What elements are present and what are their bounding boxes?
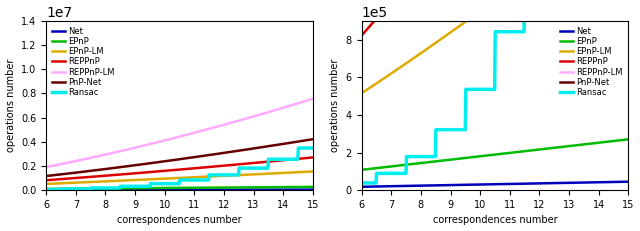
REPPnP-LM xyxy=(309,97,317,100)
PnP-Net xyxy=(261,145,269,148)
EPnP-LM xyxy=(169,177,177,180)
Net xyxy=(618,180,626,183)
Ransac xyxy=(358,182,365,184)
EPnP-LM xyxy=(261,173,269,175)
Net xyxy=(169,188,177,191)
PnP-Net xyxy=(303,139,310,142)
REPPnP xyxy=(42,179,50,182)
Ransac xyxy=(294,147,302,149)
REPPnP-LM xyxy=(261,112,269,115)
PnP-Net xyxy=(42,175,50,177)
REPPnP-LM xyxy=(201,129,209,131)
EPnP xyxy=(625,138,632,141)
Net xyxy=(187,188,195,191)
Net xyxy=(516,182,524,185)
Ransac xyxy=(486,88,493,91)
Net xyxy=(171,188,179,191)
EPnP xyxy=(577,143,584,146)
Net xyxy=(261,188,269,191)
Ransac xyxy=(261,167,269,170)
Y-axis label: operations number: operations number xyxy=(330,59,340,152)
EPnP-LM xyxy=(187,176,195,179)
REPPnP-LM xyxy=(303,99,310,102)
Net xyxy=(303,188,310,191)
Line: REPPnP: REPPnP xyxy=(362,0,628,36)
EPnP xyxy=(261,186,269,189)
EPnP xyxy=(309,185,317,188)
EPnP-LM xyxy=(484,4,492,7)
EPnP-LM xyxy=(303,170,310,173)
Net xyxy=(486,183,493,186)
EPnP-LM xyxy=(201,175,209,178)
EPnP-LM xyxy=(486,3,493,6)
EPnP xyxy=(618,139,626,141)
REPPnP xyxy=(303,157,310,159)
REPPnP xyxy=(169,169,177,172)
EPnP-LM xyxy=(171,177,179,179)
Y-axis label: operations number: operations number xyxy=(6,59,15,152)
PnP-Net xyxy=(171,158,179,161)
Net xyxy=(625,180,632,183)
EPnP xyxy=(201,186,209,189)
Line: Ransac: Ransac xyxy=(362,0,628,183)
Ransac xyxy=(309,147,317,149)
X-axis label: correspondences number: correspondences number xyxy=(433,216,557,225)
Ransac xyxy=(171,182,179,185)
EPnP xyxy=(169,187,177,189)
Line: PnP-Net: PnP-Net xyxy=(46,139,313,176)
Line: EPnP-LM: EPnP-LM xyxy=(362,0,628,93)
Ransac xyxy=(502,30,509,33)
Line: REPPnP-LM: REPPnP-LM xyxy=(46,99,313,167)
REPPnP xyxy=(187,167,195,170)
Line: EPnP-LM: EPnP-LM xyxy=(46,171,313,184)
Line: Ransac: Ransac xyxy=(46,148,313,190)
Ransac xyxy=(303,147,311,149)
Net xyxy=(42,188,50,191)
Ransac xyxy=(187,179,195,181)
EPnP xyxy=(486,154,493,157)
REPPnP xyxy=(358,34,365,37)
EPnP-LM xyxy=(358,92,365,94)
REPPnP xyxy=(309,156,317,159)
PnP-Net xyxy=(201,154,209,157)
EPnP xyxy=(187,186,195,189)
Ransac xyxy=(169,182,177,185)
Net xyxy=(201,188,209,191)
PnP-Net xyxy=(169,159,177,161)
PnP-Net xyxy=(309,138,317,141)
REPPnP xyxy=(171,169,179,171)
X-axis label: correspondences number: correspondences number xyxy=(117,216,242,225)
Line: EPnP: EPnP xyxy=(362,139,628,170)
REPPnP-LM xyxy=(171,137,179,139)
Ransac xyxy=(201,179,209,181)
EPnP xyxy=(303,185,310,188)
EPnP-LM xyxy=(309,170,317,173)
EPnP xyxy=(502,152,509,155)
Net xyxy=(309,188,317,191)
Ransac xyxy=(484,88,492,91)
Legend: Net, EPnP, EPnP-LM, REPPnP, REPPnP-LM, PnP-Net, Ransac: Net, EPnP, EPnP-LM, REPPnP, REPPnP-LM, P… xyxy=(559,25,624,99)
Net xyxy=(577,181,584,184)
Legend: Net, EPnP, EPnP-LM, REPPnP, REPPnP-LM, PnP-Net, Ransac: Net, EPnP, EPnP-LM, REPPnP, REPPnP-LM, P… xyxy=(51,25,116,99)
Net xyxy=(358,185,365,188)
PnP-Net xyxy=(187,156,195,159)
EPnP-LM xyxy=(42,182,50,185)
REPPnP xyxy=(201,166,209,169)
Line: REPPnP: REPPnP xyxy=(46,158,313,180)
REPPnP-LM xyxy=(169,137,177,140)
EPnP xyxy=(484,154,492,157)
Net xyxy=(502,183,509,185)
REPPnP-LM xyxy=(187,132,195,135)
REPPnP-LM xyxy=(42,166,50,168)
EPnP xyxy=(171,186,179,189)
REPPnP xyxy=(261,161,269,163)
Line: Net: Net xyxy=(362,182,628,187)
EPnP xyxy=(358,168,365,171)
Net xyxy=(484,183,492,186)
Line: EPnP: EPnP xyxy=(46,187,313,189)
Ransac xyxy=(516,30,524,33)
EPnP xyxy=(42,188,50,190)
EPnP xyxy=(516,150,524,153)
Ransac xyxy=(42,188,50,191)
